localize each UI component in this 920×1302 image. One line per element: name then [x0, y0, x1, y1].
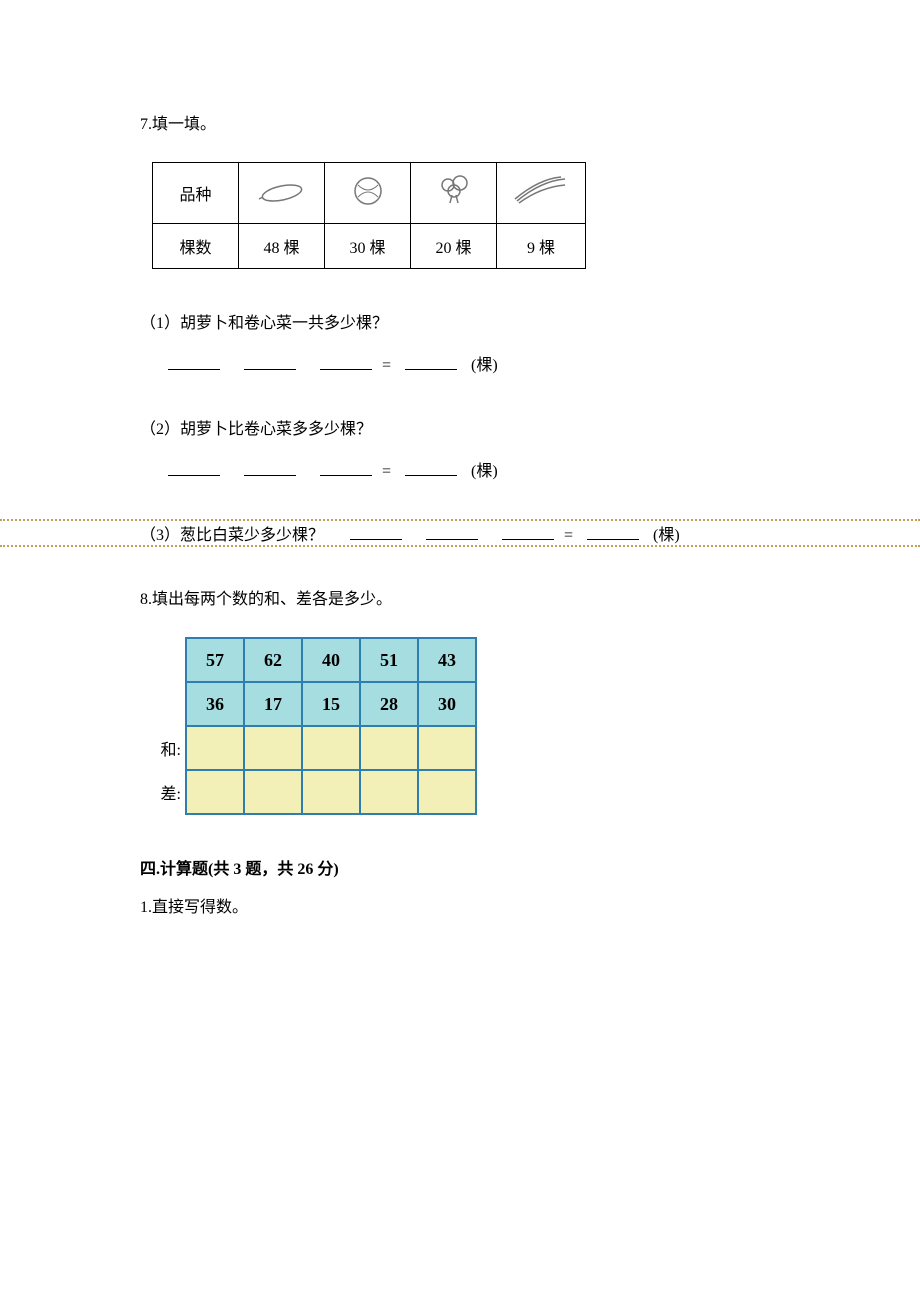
veg-table-label-1: 品种: [153, 163, 239, 224]
page: 7.填一填。 品种: [0, 0, 920, 1302]
blank-cell[interactable]: [302, 726, 360, 770]
veg-count-1: 48 棵: [239, 224, 325, 269]
sum-diff-table: 57 62 40 51 43 36 17 15 28 30 和:: [140, 637, 477, 815]
sum-diff-row-sum: 和:: [140, 726, 476, 770]
cell: 17: [244, 682, 302, 726]
sum-diff-row-diff: 差:: [140, 770, 476, 814]
blank[interactable]: [405, 353, 457, 370]
veg-cell-broccoli: [411, 163, 497, 224]
blank-cell[interactable]: [186, 770, 244, 814]
cell: 30: [418, 682, 476, 726]
unit-label: (棵): [653, 527, 680, 544]
veg-cell-carrot: [239, 163, 325, 224]
veg-cell-cabbage: [325, 163, 411, 224]
q7-sub1-blanks: = (棵): [158, 351, 780, 375]
cell: 51: [360, 638, 418, 682]
blank[interactable]: [502, 523, 554, 540]
broccoli-icon: [432, 173, 476, 213]
blank[interactable]: [168, 459, 220, 476]
veg-table-label-2: 棵数: [153, 224, 239, 269]
veg-count-3: 20 棵: [411, 224, 497, 269]
sum-diff-row1: 57 62 40 51 43: [140, 638, 476, 682]
blank[interactable]: [320, 353, 372, 370]
blank-cell[interactable]: [186, 726, 244, 770]
unit-label: (棵): [471, 463, 498, 480]
cell: 15: [302, 682, 360, 726]
cell: 62: [244, 638, 302, 682]
blank-cell[interactable]: [418, 770, 476, 814]
label-sum: 和:: [140, 726, 186, 770]
carrot-icon: [257, 175, 307, 211]
cell: 28: [360, 682, 418, 726]
cell: 40: [302, 638, 360, 682]
scallion-icon: [511, 175, 571, 211]
veg-table-row-counts: 棵数 48 棵 30 棵 20 棵 9 棵: [153, 224, 586, 269]
empty-cell: [140, 682, 186, 726]
blank[interactable]: [320, 459, 372, 476]
unit-label: (棵): [471, 357, 498, 374]
q7-title: 7.填一填。: [140, 110, 780, 134]
q7-sub1-text: （1）胡萝卜和卷心菜一共多少棵？: [140, 309, 780, 333]
cell: 36: [186, 682, 244, 726]
blank[interactable]: [244, 459, 296, 476]
blank-cell[interactable]: [302, 770, 360, 814]
section4-heading: 四.计算题(共 3 题，共 26 分): [140, 855, 780, 879]
empty-cell: [140, 638, 186, 682]
blank[interactable]: [350, 523, 402, 540]
q8-title: 8.填出每两个数的和、差各是多少。: [140, 585, 780, 609]
veg-count-4: 9 棵: [497, 224, 586, 269]
q7-sub3-row: （3）葱比白菜少多少棵？ = (棵): [140, 521, 780, 545]
cell: 57: [186, 638, 244, 682]
sum-diff-table-wrap: 57 62 40 51 43 36 17 15 28 30 和:: [140, 637, 780, 815]
blank-cell[interactable]: [244, 726, 302, 770]
veg-cell-scallion: [497, 163, 586, 224]
blank-cell[interactable]: [360, 770, 418, 814]
blank[interactable]: [587, 523, 639, 540]
section4-line1: 1.直接写得数。: [140, 893, 780, 917]
blank-cell[interactable]: [418, 726, 476, 770]
blank[interactable]: [168, 353, 220, 370]
blank-cell[interactable]: [244, 770, 302, 814]
blank[interactable]: [244, 353, 296, 370]
blank[interactable]: [426, 523, 478, 540]
label-diff: 差:: [140, 770, 186, 814]
cabbage-icon: [346, 173, 390, 213]
blank-cell[interactable]: [360, 726, 418, 770]
sum-diff-row2: 36 17 15 28 30: [140, 682, 476, 726]
cell: 43: [418, 638, 476, 682]
veg-count-2: 30 棵: [325, 224, 411, 269]
q7-sub3-text: （3）葱比白菜少多少棵？: [140, 527, 324, 544]
q7-sub2-text: （2）胡萝卜比卷心菜多多少棵？: [140, 415, 780, 439]
veg-table: 品种: [152, 162, 586, 269]
q7-sub2-blanks: = (棵): [158, 457, 780, 481]
blank[interactable]: [405, 459, 457, 476]
veg-table-row-header: 品种: [153, 163, 586, 224]
